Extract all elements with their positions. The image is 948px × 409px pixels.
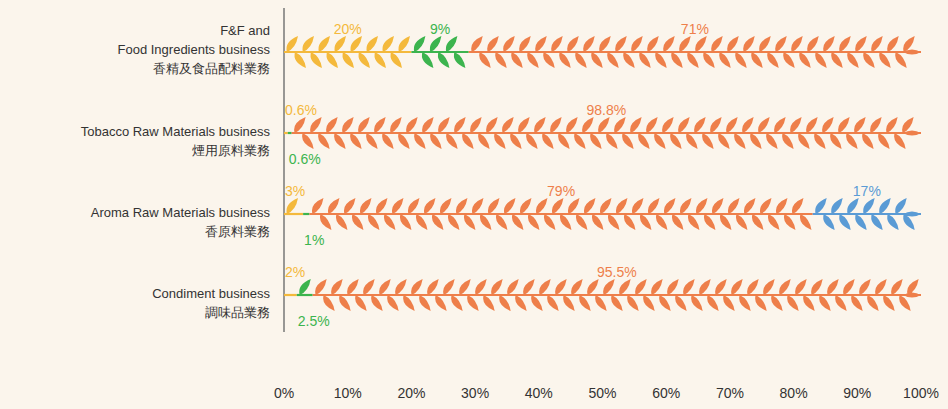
bar-segment [313,279,921,311]
data-label: 3% [285,183,305,199]
x-tick-label: 60% [652,385,680,401]
data-label: 0.6% [289,151,321,167]
data-label: 17% [853,183,881,199]
data-label: 71% [681,21,709,37]
bar-segment [284,36,411,68]
bar-segment [284,133,288,134]
data-labels: 20% 9% 71% 0.6% 0.6% 98.8% 3% 1% 79% 17% 2% 2.5% 95.… [285,21,881,329]
x-tick-label: 20% [397,385,425,401]
category-label: Condiment business調味品業務 [152,286,270,320]
category-label: Aroma Raw Materials business香原料業務 [91,205,271,239]
bar-segment [411,36,468,68]
data-label: 2.5% [298,313,330,329]
data-label: 20% [334,21,362,37]
x-tick-label: 90% [843,385,871,401]
category-label: F&F andFood Ingredients business香精及食品配料業… [118,23,271,76]
x-tick-label: 10% [334,385,362,401]
bar-segment [309,198,812,230]
x-tick-label: 70% [716,385,744,401]
chart: 0% 10% 20% 30% 40% 50% 60% 70% 80% 90% 100% F&F and… [0,0,948,409]
bar-segment [284,295,297,296]
x-tick-label: 0% [274,385,294,401]
data-label: 9% [430,21,450,37]
x-tick-label: 40% [525,385,553,401]
bar-segment [813,198,921,230]
data-label: 0.6% [285,102,317,118]
bar-segment [284,198,303,214]
data-label: 98.8% [586,102,626,118]
y-axis-line [283,8,285,332]
bar-segment [288,133,292,134]
data-label: 2% [285,264,305,280]
data-label: 95.5% [597,264,637,280]
category-label: Tobacco Raw Materials business煙用原料業務 [81,124,271,158]
x-tick-label: 30% [461,385,489,401]
bars [284,36,921,311]
data-label: 1% [304,232,324,248]
x-tick-label: 80% [780,385,808,401]
x-tick-label: 100% [903,385,939,401]
background [0,0,948,409]
bar-segment [297,279,313,295]
x-tick-label: 50% [588,385,616,401]
bar-segment [469,36,921,68]
bar-segment [292,117,921,149]
bar-segment [303,214,309,215]
data-label: 79% [547,183,575,199]
